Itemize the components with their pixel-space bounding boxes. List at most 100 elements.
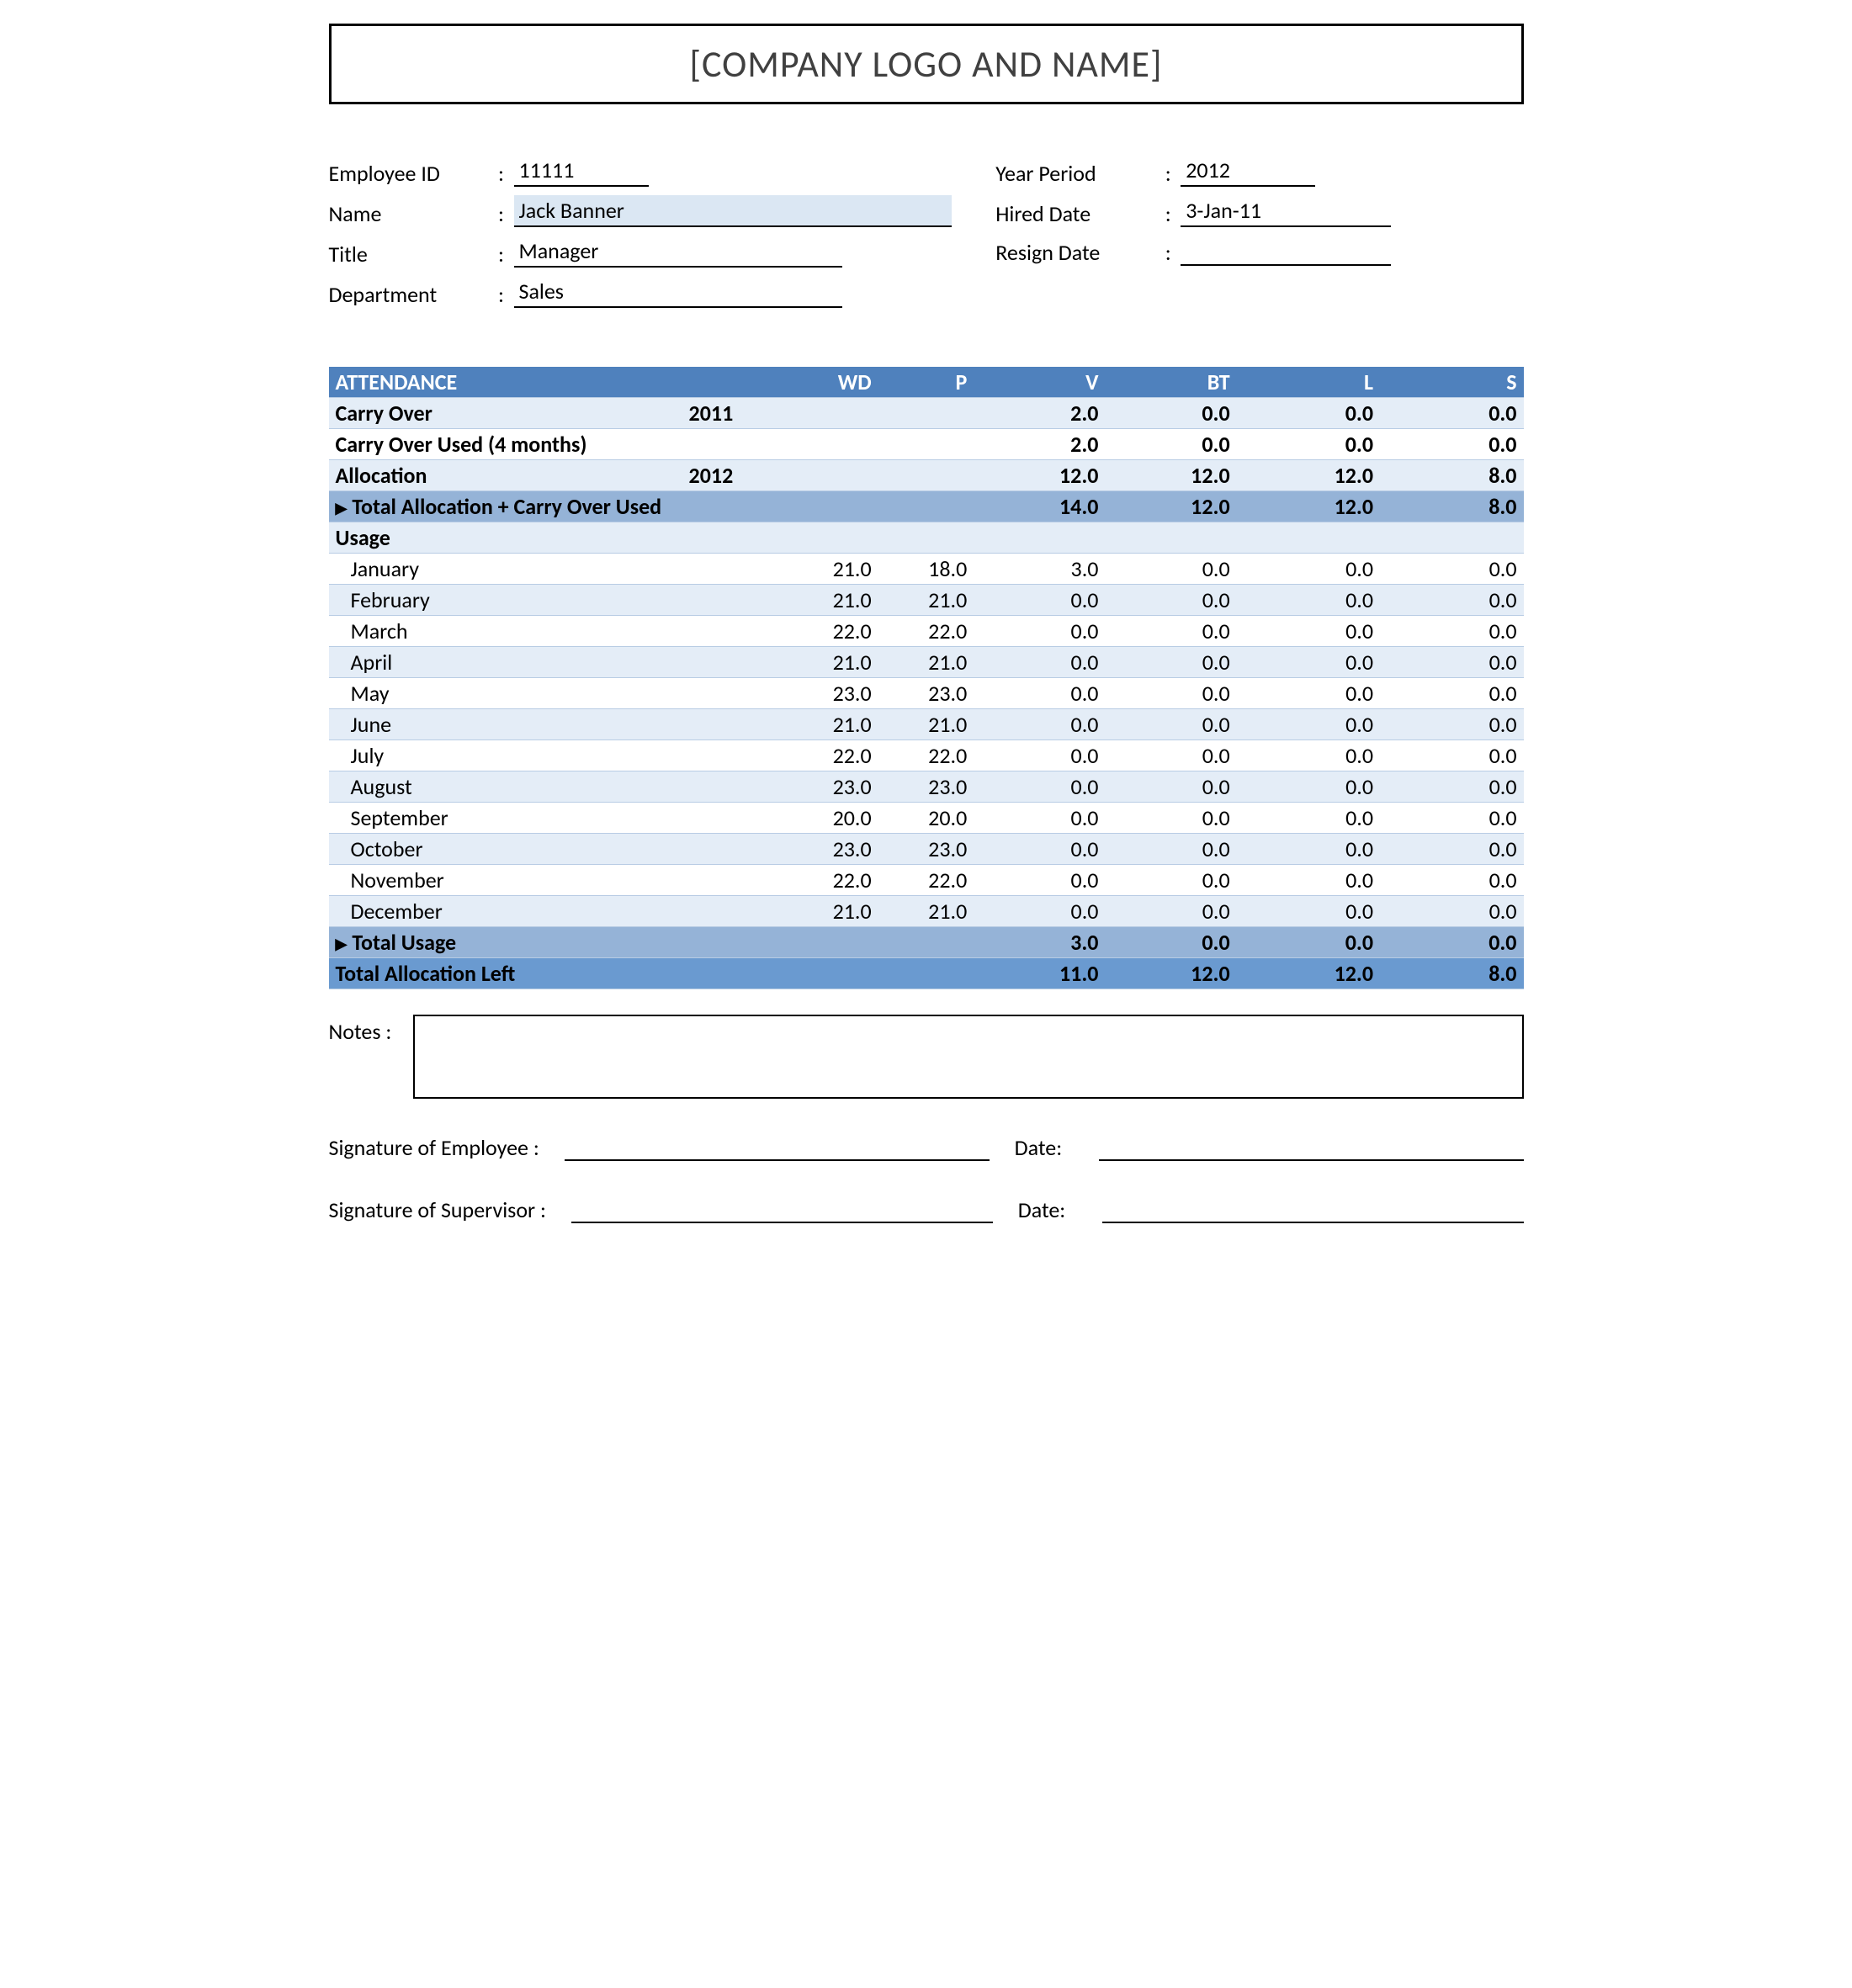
cell: [639, 803, 783, 834]
cell: 14.0: [974, 491, 1105, 522]
cell: [1237, 522, 1380, 554]
name-value: Jack Banner: [514, 195, 952, 227]
cell: Carry Over: [329, 398, 639, 429]
cell: 11.0: [974, 958, 1105, 989]
cell: 0.0: [974, 709, 1105, 740]
cell: 12.0: [1237, 491, 1380, 522]
cell: [1105, 522, 1236, 554]
month-row: April21.021.00.00.00.00.0: [329, 647, 1524, 678]
cell: 0.0: [1380, 771, 1523, 803]
cell: S: [1380, 367, 1523, 398]
cell: ATTENDANCE: [329, 367, 639, 398]
colon: :: [489, 281, 514, 308]
year-period-value: 2012: [1181, 155, 1315, 187]
signature-supervisor-row: Signature of Supervisor : Date:: [329, 1196, 1524, 1223]
signature-supervisor-line[interactable]: [571, 1200, 993, 1223]
total-allocation-row: ▶Total Allocation + Carry Over Used14.01…: [329, 491, 1524, 522]
resign-date-label: Resign Date: [995, 239, 1155, 266]
cell: 21.0: [878, 585, 974, 616]
allocation-row: Allocation201212.012.012.08.0: [329, 460, 1524, 491]
employee-id-label: Employee ID: [329, 160, 489, 187]
cell: 0.0: [974, 585, 1105, 616]
cell: 0.0: [1105, 865, 1236, 896]
cell: Carry Over Used (4 months): [329, 429, 783, 460]
cell: [974, 522, 1105, 554]
signature-employee-line[interactable]: [565, 1137, 990, 1161]
cell: 0.0: [1105, 834, 1236, 865]
cell: 18.0: [878, 554, 974, 585]
cell: 22.0: [878, 616, 974, 647]
cell: 23.0: [783, 678, 878, 709]
cell: [639, 834, 783, 865]
cell: 23.0: [878, 678, 974, 709]
total-left-row: Total Allocation Left11.012.012.08.0: [329, 958, 1524, 989]
signature-employee-date-line[interactable]: [1099, 1137, 1524, 1161]
cell: [1380, 522, 1523, 554]
notes-box[interactable]: [413, 1015, 1524, 1099]
cell: 23.0: [878, 834, 974, 865]
cell: [878, 522, 974, 554]
cell: 22.0: [783, 740, 878, 771]
cell: Allocation: [329, 460, 639, 491]
attendance-report-page: [COMPANY LOGO AND NAME] Employee ID : 11…: [329, 24, 1524, 1223]
cell: September: [329, 803, 639, 834]
cell: 0.0: [1237, 429, 1380, 460]
cell: June: [329, 709, 639, 740]
cell: 21.0: [878, 896, 974, 927]
cell: 0.0: [1380, 585, 1523, 616]
signature-supervisor-label: Signature of Supervisor :: [329, 1196, 546, 1223]
cell: 12.0: [1105, 460, 1236, 491]
cell: 0.0: [1105, 616, 1236, 647]
cell: 0.0: [974, 616, 1105, 647]
date-label: Date:: [1015, 1134, 1074, 1161]
company-logo-text: [COMPANY LOGO AND NAME]: [690, 41, 1163, 87]
cell: 0.0: [1237, 740, 1380, 771]
cell: 0.0: [974, 896, 1105, 927]
cell: Usage: [329, 522, 783, 554]
cell: 0.0: [1105, 678, 1236, 709]
date-label: Date:: [1018, 1196, 1077, 1223]
month-row: February21.021.00.00.00.00.0: [329, 585, 1524, 616]
signature-supervisor-date-line[interactable]: [1102, 1200, 1524, 1223]
cell: 0.0: [974, 834, 1105, 865]
month-row: March22.022.00.00.00.00.0: [329, 616, 1524, 647]
cell: BT: [1105, 367, 1236, 398]
cell: 3.0: [974, 554, 1105, 585]
cell: 0.0: [1105, 896, 1236, 927]
month-row: May23.023.00.00.00.00.0: [329, 678, 1524, 709]
cell: [878, 460, 974, 491]
header-block: Employee ID : 11111 Name : Jack Banner T…: [329, 155, 1524, 316]
colon: :: [1155, 200, 1181, 227]
cell: ▶Total Usage: [329, 927, 783, 958]
year-period-label: Year Period: [995, 160, 1155, 187]
cell: 0.0: [1105, 554, 1236, 585]
attendance-table: ATTENDANCEWDPVBTLSCarry Over20112.00.00.…: [329, 367, 1524, 989]
employee-id-value: 11111: [514, 155, 649, 187]
colon: :: [1155, 160, 1181, 187]
cell: 23.0: [783, 771, 878, 803]
cell: January: [329, 554, 639, 585]
hired-date-label: Hired Date: [995, 200, 1155, 227]
signature-employee-label: Signature of Employee :: [329, 1134, 539, 1161]
hired-date-value: 3-Jan-11: [1181, 195, 1391, 227]
cell: 0.0: [974, 803, 1105, 834]
cell: 0.0: [1237, 834, 1380, 865]
triangle-icon: ▶: [336, 935, 348, 953]
cell: [783, 491, 878, 522]
cell: 2.0: [974, 429, 1105, 460]
colon: :: [1155, 239, 1181, 266]
cell: 0.0: [1237, 678, 1380, 709]
cell: L: [1237, 367, 1380, 398]
cell: 0.0: [1380, 927, 1523, 958]
cell: October: [329, 834, 639, 865]
cell: [639, 554, 783, 585]
total-usage-row: ▶Total Usage3.00.00.00.0: [329, 927, 1524, 958]
title-label: Title: [329, 241, 489, 268]
cell: [783, 522, 878, 554]
cell: 8.0: [1380, 958, 1523, 989]
cell: 0.0: [1237, 585, 1380, 616]
month-row: October23.023.00.00.00.00.0: [329, 834, 1524, 865]
notes-label: Notes :: [329, 1015, 413, 1045]
cell: 0.0: [974, 647, 1105, 678]
cell: 0.0: [1380, 429, 1523, 460]
